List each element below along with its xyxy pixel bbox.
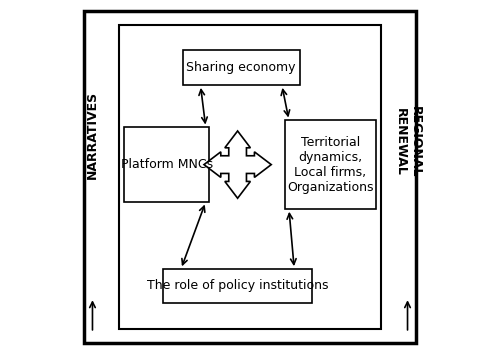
Text: NARRATIVES: NARRATIVES [86,91,99,178]
Bar [119,25,381,329]
Text: Sharing economy: Sharing economy [186,61,296,74]
Text: The role of policy institutions: The role of policy institutions [147,279,328,292]
Text: Platform MNCs: Platform MNCs [120,158,213,171]
Bar [164,269,312,303]
Text: Territorial
dynamics,
Local firms,
Organizations: Territorial dynamics, Local firms, Organ… [288,136,374,194]
Polygon shape [204,131,271,198]
Text: REGIONAL
RENEWAL: REGIONAL RENEWAL [394,106,421,177]
Bar [124,127,210,202]
Bar [182,50,300,85]
Bar [286,120,376,209]
